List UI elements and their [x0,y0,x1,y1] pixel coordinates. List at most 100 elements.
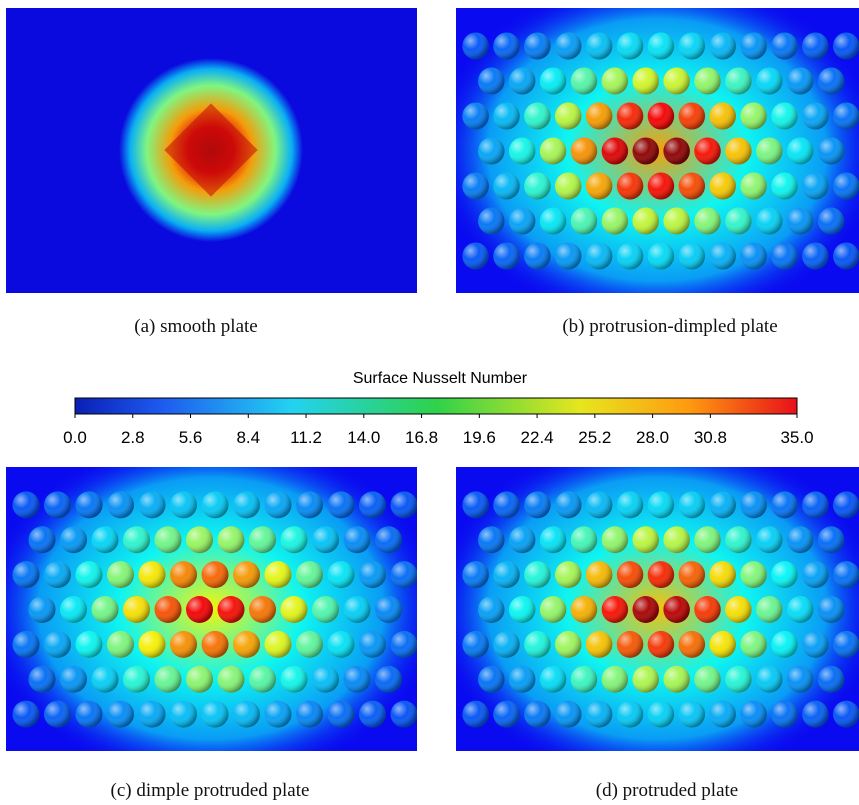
heatmap-smooth [6,8,417,293]
dimple-shade [648,173,674,200]
dimple-shade [663,526,689,553]
dimple-shade [44,561,71,588]
heatmap-protrusion-dimpled [456,8,859,293]
dimple-shade [586,173,612,200]
dimple-shade [296,561,323,588]
dimple-shade [524,103,550,130]
dimple-shade [648,243,674,270]
dimple-shade [107,701,134,728]
dimple-shade [818,526,844,553]
dimple-shade [462,561,488,588]
dimple-shade [586,243,612,270]
dimple-shade [617,561,643,588]
dimple-shade [802,243,828,270]
dimple-shade [818,666,844,693]
dimple-shade [833,561,859,588]
dimple-shade [679,491,705,518]
dimple-shade [648,701,674,728]
dimple-shade [462,243,488,270]
dimple-shade [509,596,535,623]
dimple-shade [602,526,628,553]
dimple-shade [771,33,797,60]
dimple-shade [265,701,292,728]
dimple-shade [555,243,581,270]
dimple-shade [478,68,504,95]
dimple-shade [123,596,150,623]
dimple-shade [92,666,119,693]
dimple-shade [632,666,658,693]
dimple-shade [586,491,612,518]
dimple-shade [328,701,355,728]
dimple-shade [771,701,797,728]
dimple-shade [509,208,535,235]
dimple-shade [771,631,797,658]
dimple-shade [139,701,166,728]
dimple-shade [617,243,643,270]
dimple-shade [524,33,550,60]
dimple-shade [818,208,844,235]
dimple-shade [632,526,658,553]
dimple-shade [13,491,40,518]
tick-label: 14.0 [347,428,380,447]
dimple-shade [555,491,581,518]
dimple-shade [524,491,550,518]
dimple-shade [186,596,213,623]
dimple-shade [328,491,355,518]
dimple-shade [186,666,213,693]
dimple-shade [202,491,229,518]
dimple-shade [493,243,519,270]
dimple-shade [509,138,535,165]
dimple-shade [709,103,735,130]
dimple-shade [555,701,581,728]
heatmap-dimple-protruded [6,467,417,751]
dimple-shade [694,208,720,235]
dimple-shade [586,33,612,60]
dimple-shade [632,208,658,235]
dimple-shade [92,596,119,623]
dimple-shade [709,243,735,270]
dimple-shade [694,596,720,623]
dimple-shade [478,526,504,553]
dimple-shade [281,666,308,693]
dimple-shade [802,701,828,728]
dimple-shade [281,596,308,623]
dimple-shade [818,68,844,95]
dimple-shade [29,596,56,623]
dimple-shade [107,561,134,588]
dimple-shade [524,701,550,728]
dimple-shade [170,491,197,518]
dimple-shade [281,526,308,553]
dimple-shade [76,491,103,518]
dimple-shade [60,526,87,553]
tick-label: 25.2 [578,428,611,447]
dimple-shade [802,491,828,518]
dimple-shade [694,68,720,95]
caption: (a) smooth plate [134,316,257,338]
dimple-shade [509,68,535,95]
dimple-shade [663,68,689,95]
caption: (d) protruded plate [596,780,738,802]
dimple-shade [571,68,597,95]
dimple-shade [725,208,751,235]
dimple-shade [524,173,550,200]
dimple-shade [679,243,705,270]
dimple-shade [740,173,766,200]
dimple-shade [540,208,566,235]
dimple-shade [555,33,581,60]
dimple-shade [740,701,766,728]
dimple-shade [602,68,628,95]
dimple-shade [540,666,566,693]
tick-label: 5.6 [179,428,203,447]
dimple-shade [344,666,371,693]
dimple-shade [586,103,612,130]
dimple-shade [493,103,519,130]
dimple-shade [709,173,735,200]
tick-label: 8.4 [236,428,260,447]
dimple-shade [709,491,735,518]
tick-label: 2.8 [121,428,145,447]
dimple-shade [694,138,720,165]
dimple-shade [740,33,766,60]
dimple-shade [709,701,735,728]
dimple-shade [740,561,766,588]
dimple-shade [787,596,813,623]
